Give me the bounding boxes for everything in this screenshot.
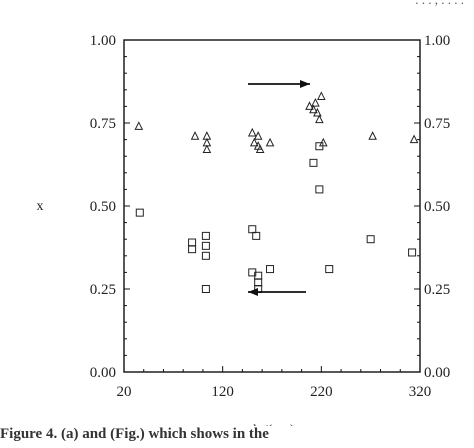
y-axis-label: x xyxy=(37,199,44,214)
y-left-tick-label: 0.25 xyxy=(90,282,116,298)
y-right-tick-label: 0.25 xyxy=(424,282,450,298)
square-marker xyxy=(315,142,324,151)
square-marker xyxy=(188,245,197,254)
triangle-marker xyxy=(190,131,200,140)
y-right-tick-label: 0.75 xyxy=(424,116,450,132)
figure-caption: Figure 4. (a) and (Fig.) which shows in … xyxy=(0,426,269,442)
triangle-marker xyxy=(253,131,263,140)
square-marker xyxy=(254,278,263,287)
triangle-marker xyxy=(317,91,326,100)
triangle-marker xyxy=(134,121,144,130)
y-left-tick-label: 0.50 xyxy=(90,199,116,215)
square-marker xyxy=(266,265,275,274)
y-right-tick-label: 0.50 xyxy=(424,199,450,215)
triangle-marker xyxy=(315,114,324,124)
square-marker xyxy=(201,285,210,293)
x-tick-label: 320 xyxy=(409,384,432,400)
plot-frame xyxy=(123,39,421,373)
square-marker xyxy=(201,251,210,260)
square-marker xyxy=(201,231,210,240)
triangle-marker xyxy=(255,144,265,154)
square-marker xyxy=(309,158,318,167)
square-marker xyxy=(325,265,334,274)
square-marker xyxy=(252,231,261,240)
left-axis-arrow-head xyxy=(248,288,258,296)
triangle-marker xyxy=(313,107,322,117)
triangle-marker xyxy=(249,137,259,147)
right-axis-arrow-head xyxy=(300,80,310,88)
y-right-tick-label: 1.00 xyxy=(424,33,450,49)
triangle-marker xyxy=(409,134,419,144)
page-header: . . . , . . . . xyxy=(415,0,464,6)
y-left-tick-label: 0.00 xyxy=(90,365,116,381)
triangle-marker xyxy=(265,137,275,147)
y-left-tick-label: 0.75 xyxy=(90,116,116,132)
scatter-chart: 20 120 220 320 0.00 0.25 0.50 0.75 1.00 0.00 0.25 0… xyxy=(37,33,451,426)
x-tick-label: 20 xyxy=(117,384,132,400)
triangle-marker xyxy=(202,144,212,154)
y-right-tick-label: 0.00 xyxy=(424,365,450,381)
square-marker xyxy=(201,241,210,250)
square-marker xyxy=(366,235,375,244)
triangle-marker xyxy=(368,131,377,140)
x-tick-label: 120 xyxy=(211,384,234,400)
square-marker xyxy=(248,225,257,234)
square-marker xyxy=(188,238,197,247)
y-left-tick-label: 1.00 xyxy=(90,33,116,49)
x-tick-label: 220 xyxy=(310,384,333,400)
x-axis-label: dw/(nm) xyxy=(249,423,295,426)
triangle-marker xyxy=(309,104,318,114)
square-marker xyxy=(315,185,324,194)
square-marker xyxy=(135,208,144,217)
triangle-marker xyxy=(305,101,314,110)
square-marker xyxy=(408,248,417,257)
triangle-marker xyxy=(311,97,320,107)
triangle-marker xyxy=(247,127,257,137)
